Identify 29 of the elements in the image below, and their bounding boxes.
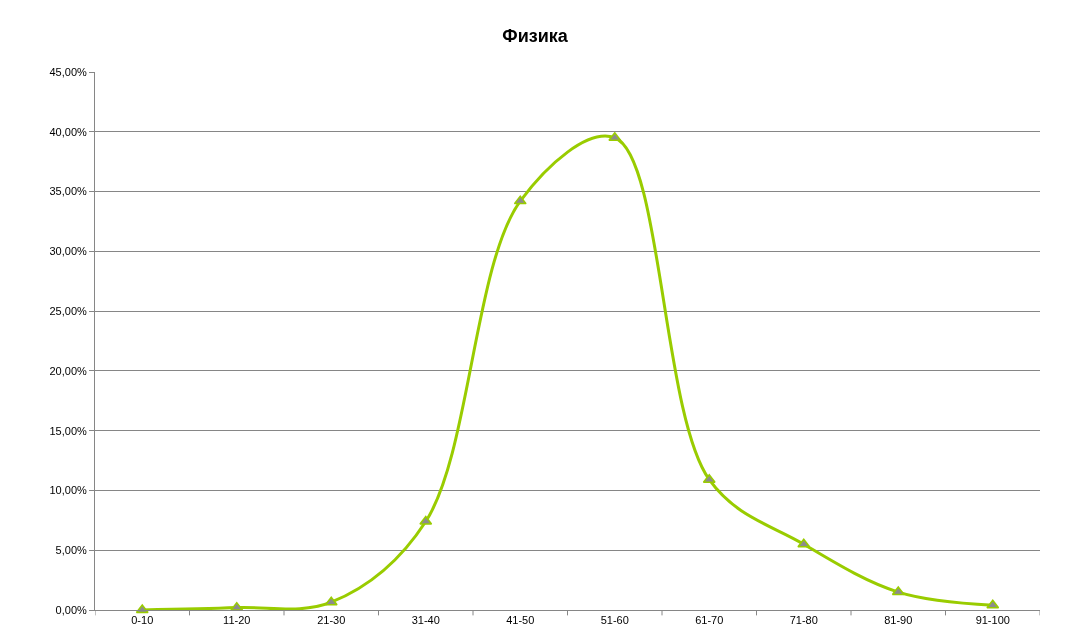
point	[513, 195, 527, 205]
x-tick-label: 61-70	[695, 614, 724, 627]
y-tick-label: 0,00%	[55, 603, 88, 616]
x-tick-label: 31-40	[411, 614, 440, 627]
x-tick-label: 81-90	[884, 614, 913, 627]
y-tick-label: 25,00%	[49, 304, 88, 317]
chart-title: Физика	[502, 25, 569, 46]
x-tick-label: 51-60	[600, 614, 629, 627]
y-tick-label: 30,00%	[49, 245, 88, 258]
y-tick-label: 35,00%	[49, 185, 88, 198]
point	[891, 586, 905, 596]
y-tick-label: 10,00%	[49, 484, 88, 497]
point	[986, 599, 1000, 609]
y-tick-label: 45,00%	[49, 65, 88, 78]
y-tick-label: 15,00%	[49, 424, 88, 437]
point	[419, 515, 433, 525]
x-tick-label: 0-10	[131, 614, 154, 627]
x-tick-label: 21-30	[317, 614, 346, 627]
x-tick-label: 41-50	[506, 614, 535, 627]
y-tick-label: 20,00%	[49, 364, 88, 377]
point	[702, 473, 716, 483]
x-tick-label: 91-100	[975, 614, 1010, 627]
x-tick-label: 71-80	[789, 614, 818, 627]
point	[797, 538, 811, 548]
x-tick-label: 11-20	[223, 614, 251, 627]
point	[608, 132, 622, 142]
y-tick-label: 40,00%	[49, 125, 88, 138]
y-tick-label: 5,00%	[55, 544, 88, 557]
point	[324, 596, 338, 606]
